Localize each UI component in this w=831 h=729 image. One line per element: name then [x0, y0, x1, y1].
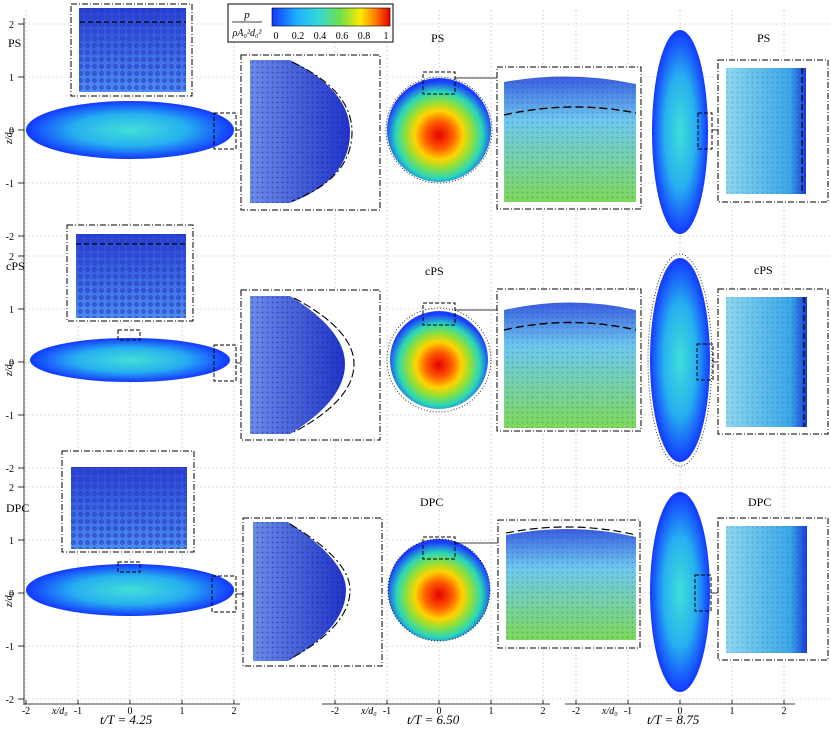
- x-tick-label: 1: [489, 706, 494, 717]
- tip-insets: [240, 54, 383, 667]
- colorbar-tick: 0.8: [358, 31, 371, 42]
- column-2: PS cPS DPC: [385, 31, 493, 642]
- colorbar-gradient: [271, 7, 391, 27]
- colorbar-label-den: ρA₀²d₀²: [232, 28, 263, 39]
- droplet-ellipse: [26, 564, 234, 616]
- colorbar: p ρA₀²d₀² 0 0.2 0.4 0.6 0.8 1: [227, 3, 394, 43]
- row-label-dpc-col2: DPC: [420, 495, 443, 509]
- row-label-ps-col1: PS: [8, 36, 21, 50]
- x-tick-label: -2: [572, 706, 580, 717]
- x-tick-label: 2: [232, 706, 237, 717]
- z-tick-label: 0: [9, 126, 14, 137]
- row-label-dpc-col1: DPC: [6, 501, 29, 515]
- z-tick-label: -1: [6, 179, 14, 190]
- wave-insets: [496, 66, 642, 649]
- droplet-vertical: [650, 492, 710, 692]
- z-axis-label: z/d₀: [4, 360, 15, 377]
- x-tick-label: 1: [180, 706, 185, 717]
- z-tick-label: -1: [6, 411, 14, 422]
- x-tick-label: -2: [22, 706, 30, 717]
- z-tick-label: 2: [9, 20, 14, 31]
- droplet-vertical: [652, 30, 708, 234]
- droplet-vertical: [650, 258, 710, 462]
- colorbar-tick: 0.4: [314, 31, 327, 42]
- time-label: t/T = 4.25: [100, 712, 153, 727]
- z-tick-label: 1: [9, 73, 14, 84]
- time-label: t/T = 6.50: [407, 712, 460, 727]
- colorbar-tick: 0.6: [336, 31, 349, 42]
- x-tick-label: -2: [331, 706, 339, 717]
- droplet-circle: [390, 311, 488, 409]
- colorbar-tick: 0: [274, 31, 279, 42]
- x-axis-label: x/d₀: [51, 706, 68, 717]
- x-tick-label: 1: [730, 706, 735, 717]
- row-label-cps-col3: cPS: [754, 263, 773, 277]
- x-tick-label: -1: [624, 706, 632, 717]
- x-tick-label: -1: [383, 706, 391, 717]
- droplet-circle: [388, 539, 490, 641]
- z-tick-label: 0: [9, 358, 14, 369]
- column-3: PS cPS DPC: [647, 30, 773, 692]
- row-label-dpc-col3: DPC: [748, 495, 771, 509]
- time-labels: t/T = 4.25 t/T = 6.50 t/T = 8.75: [100, 712, 700, 727]
- axes-bottom: -2 -1 0 1 2 x/d₀ -2 -1 0 1 2 x/d₀ -2 -1 0 1 2 x/d₀: [22, 700, 795, 717]
- row-label-cps-col1: cPS: [6, 259, 25, 273]
- colorbar-tick: 0.2: [292, 31, 305, 42]
- z-tick-label: 2: [9, 483, 14, 494]
- z-axis-label: z/d₀: [4, 591, 15, 608]
- row-label-ps-col2: PS: [431, 31, 444, 45]
- connectors: [236, 77, 718, 595]
- droplet-ellipse: [30, 338, 230, 382]
- x-tick-label: 2: [541, 706, 546, 717]
- row-label-cps-col2: cPS: [425, 264, 444, 278]
- z-tick-label: 2: [9, 252, 14, 263]
- z-tick-label: 1: [9, 305, 14, 316]
- axes-left: 2 1 0 -1 -2 z/d₀ 2 1 0 -1 -2 z/d₀ 2 1 0 -1 -2 z/d₀: [4, 18, 25, 706]
- x-axis-label: x/d₀: [601, 706, 618, 717]
- droplet-circle: [387, 78, 491, 182]
- x-tick-label: 2: [782, 706, 787, 717]
- time-label: t/T = 8.75: [647, 712, 700, 727]
- z-tick-label: -1: [6, 642, 14, 653]
- colorbar-label-num: p: [243, 9, 250, 21]
- side-insets: [717, 59, 829, 661]
- z-axis-label: z/d₀: [4, 128, 15, 145]
- z-tick-label: -2: [6, 464, 14, 475]
- z-tick-label: -2: [6, 695, 14, 706]
- x-tick-label: 0: [128, 706, 133, 717]
- droplet-ellipse: [26, 101, 234, 159]
- column-1: PS cPS DPC: [6, 3, 237, 616]
- x-tick-label: -1: [74, 706, 82, 717]
- colorbar-tick: 1: [384, 31, 389, 42]
- z-tick-label: 0: [9, 589, 14, 600]
- row-label-ps-col3: PS: [757, 31, 770, 45]
- x-axis-label: x/d₀: [360, 706, 377, 717]
- z-tick-label: -2: [6, 232, 14, 243]
- z-tick-label: 1: [9, 536, 14, 547]
- x-tick-label: 0: [437, 706, 442, 717]
- x-tick-label: 0: [678, 706, 683, 717]
